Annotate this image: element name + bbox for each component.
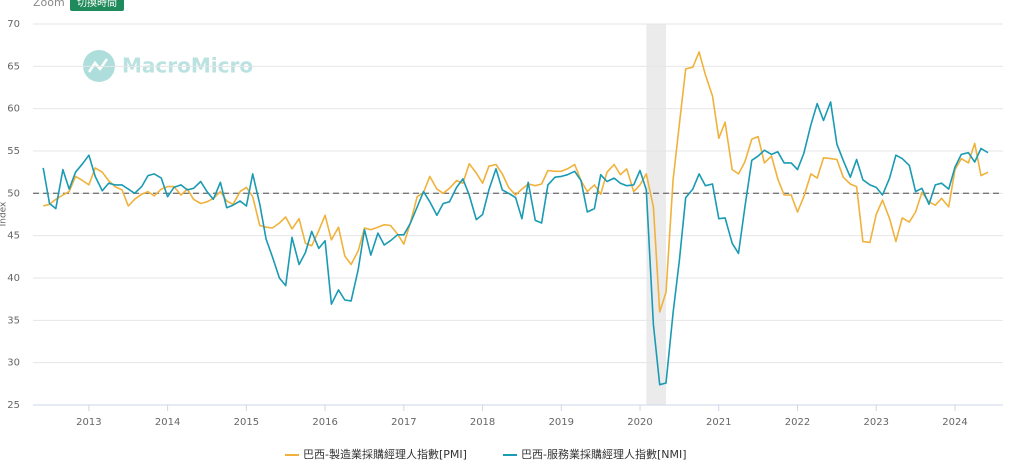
series-line: [42, 101, 989, 386]
x-tick-label: 2024: [942, 417, 967, 428]
zoom-button-label[interactable]: 切換時間: [77, 0, 117, 9]
y-tick-label: 65: [7, 61, 20, 72]
y-tick-label: 45: [7, 231, 20, 242]
zoom-label: Zoom: [33, 0, 65, 9]
x-tick-label: 2023: [864, 417, 889, 428]
x-tick-label: 2014: [155, 417, 180, 428]
series-line: [42, 51, 989, 313]
y-tick-label: 25: [7, 400, 20, 411]
watermark-text: MacroMicro: [122, 54, 253, 78]
x-tick-label: 2020: [627, 417, 652, 428]
y-tick-label: 70: [7, 19, 20, 30]
y-tick-label: 35: [7, 315, 20, 326]
x-tick-label: 2018: [470, 417, 495, 428]
x-tick-label: 2017: [391, 417, 416, 428]
y-tick-label: 40: [7, 273, 20, 284]
x-tick-label: 2016: [312, 417, 337, 428]
legend-label[interactable]: 巴西-製造業採購經理人指數[PMI]: [303, 447, 467, 461]
legend-label[interactable]: 巴西-服務業採購經理人指數[NMI]: [521, 447, 687, 461]
y-axis-label: Index: [0, 201, 9, 226]
x-tick-label: 2015: [234, 417, 259, 428]
zoom-button[interactable]: [70, 0, 124, 11]
x-tick-label: 2022: [785, 417, 810, 428]
x-tick-label: 2019: [549, 417, 574, 428]
x-tick-label: 2013: [76, 417, 101, 428]
y-tick-label: 55: [7, 146, 20, 157]
x-tick-label: 2021: [706, 417, 731, 428]
y-tick-label: 60: [7, 104, 20, 115]
y-tick-label: 30: [7, 358, 20, 369]
y-tick-label: 50: [7, 188, 20, 199]
